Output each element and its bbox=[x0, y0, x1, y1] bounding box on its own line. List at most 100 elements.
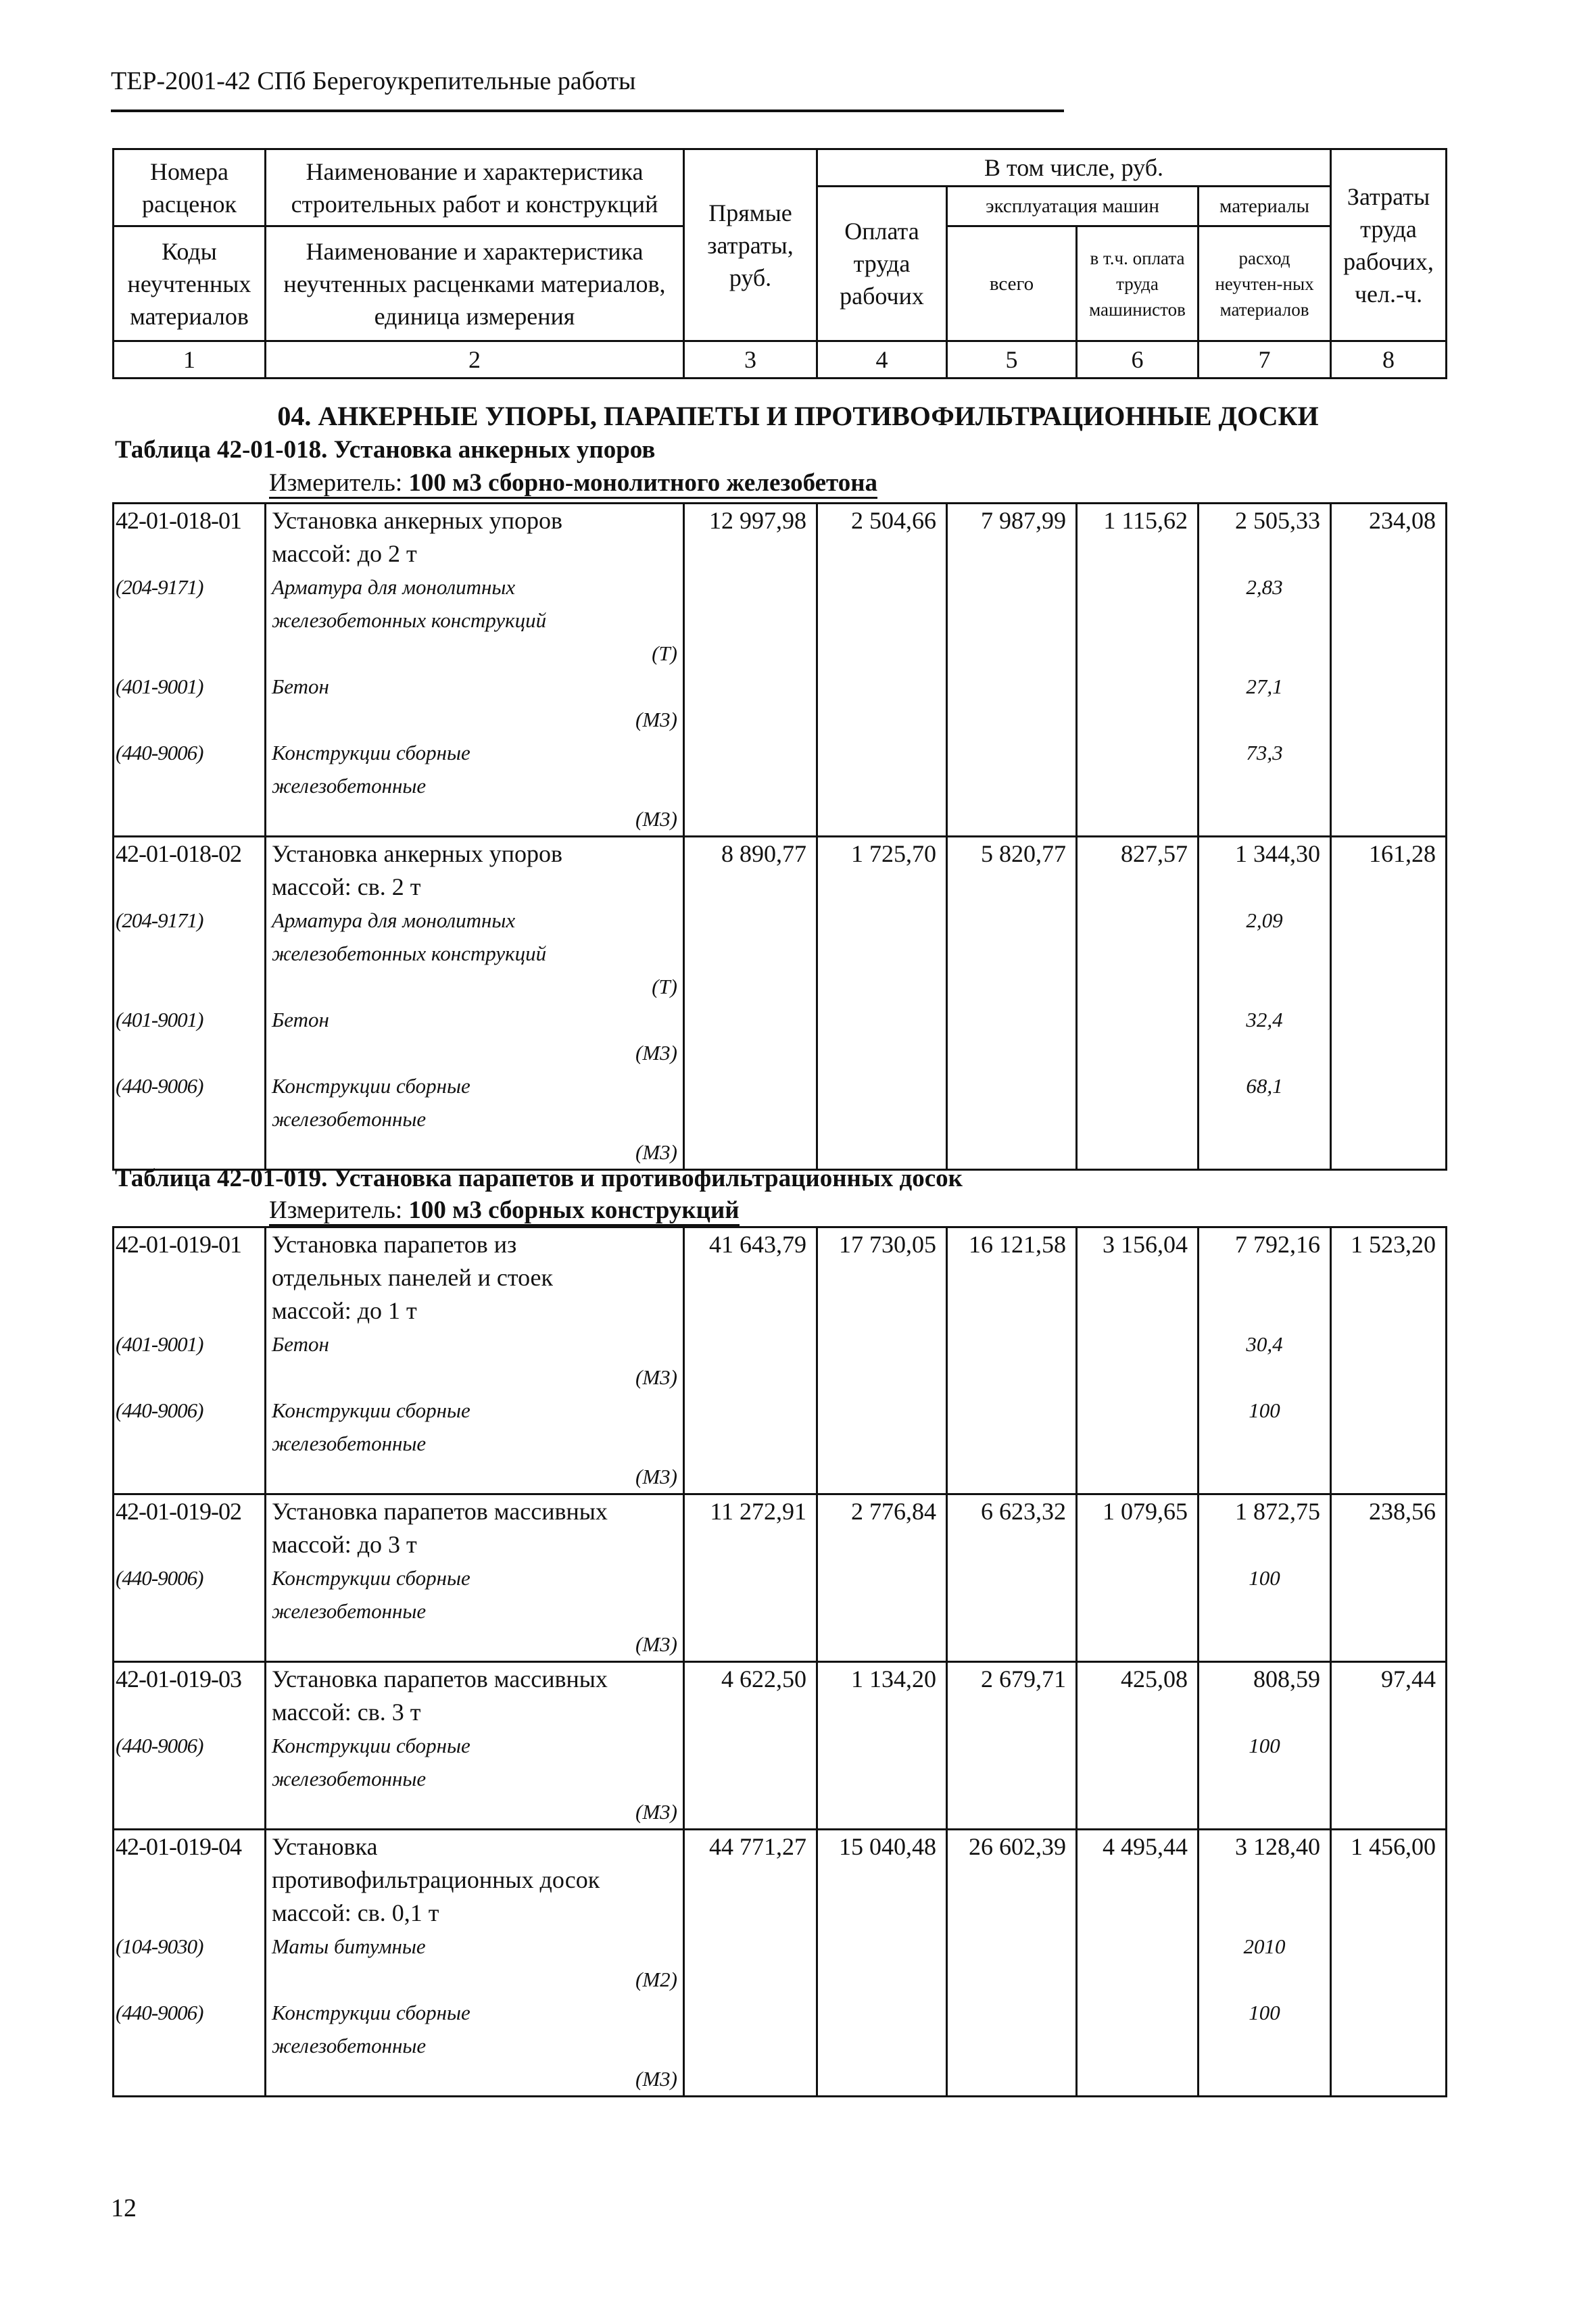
empty-cell bbox=[1075, 637, 1199, 670]
empty-cell bbox=[1330, 2062, 1447, 2097]
empty-cell bbox=[1197, 1136, 1332, 1171]
empty-cell bbox=[683, 1036, 818, 1069]
value-col-5: 5 820,77 bbox=[946, 835, 1078, 871]
empty-cell bbox=[946, 1361, 1078, 1394]
empty-cell bbox=[816, 1528, 948, 1561]
col-number: 2 bbox=[264, 340, 685, 379]
empty-cell bbox=[816, 1427, 948, 1460]
empty-cell bbox=[946, 1930, 1078, 1963]
table-caption: Таблица 42-01-018. Установка анкерных уп… bbox=[115, 435, 655, 464]
rate-row-line: (440-9006) Конструкции сборные 73,3 bbox=[112, 736, 1447, 769]
empty-cell bbox=[1075, 1361, 1199, 1394]
empty-cell bbox=[816, 537, 948, 570]
material-name: железобетонных конструкций bbox=[264, 937, 685, 970]
empty-cell bbox=[1197, 1361, 1332, 1394]
empty-cell bbox=[1330, 1897, 1447, 1930]
rate-row-line: железобетонные bbox=[112, 769, 1447, 802]
empty-cell bbox=[816, 1863, 948, 1897]
empty-cell bbox=[1330, 1594, 1447, 1628]
empty-cell bbox=[816, 769, 948, 802]
empty-cell bbox=[1330, 1996, 1447, 2029]
empty-cell bbox=[1330, 604, 1447, 637]
value-col-3: 44 771,27 bbox=[683, 1828, 818, 1863]
material-name: Конструкции сборные bbox=[264, 1561, 685, 1594]
empty-cell bbox=[1075, 1069, 1199, 1102]
empty-cell bbox=[816, 1762, 948, 1795]
rate-row-line: (440-9006) Конструкции сборные 100 bbox=[112, 1561, 1447, 1594]
material-name: железобетонные bbox=[264, 1427, 685, 1460]
empty-cell bbox=[1075, 1594, 1199, 1628]
value-col-7: 7 792,16 bbox=[1197, 1226, 1332, 1261]
empty-cell bbox=[1330, 1136, 1447, 1171]
empty-cell bbox=[112, 637, 266, 670]
empty-cell bbox=[1075, 1261, 1199, 1294]
rate-name: массой: св. 2 т bbox=[264, 871, 685, 904]
empty-cell bbox=[683, 1897, 818, 1930]
empty-cell bbox=[1330, 871, 1447, 904]
value-col-8: 1 456,00 bbox=[1330, 1828, 1447, 1863]
empty-cell bbox=[683, 1594, 818, 1628]
table-caption-text: Установка парапетов и противофильтрацион… bbox=[327, 1165, 963, 1192]
material-name: железобетонные bbox=[264, 1102, 685, 1136]
empty-cell bbox=[816, 1036, 948, 1069]
empty-cell bbox=[1075, 970, 1199, 1003]
empty-cell bbox=[1330, 1327, 1447, 1361]
material-name: Арматура для монолитных bbox=[264, 904, 685, 937]
empty-cell bbox=[112, 1963, 266, 1996]
rate-row-line: массой: до 2 т bbox=[112, 537, 1447, 570]
value-col-5: 16 121,58 bbox=[946, 1226, 1078, 1261]
empty-cell bbox=[1075, 1561, 1199, 1594]
col2-header-bottom: Наименование и характеристика неучтенных… bbox=[264, 225, 685, 342]
empty-cell bbox=[1075, 1863, 1199, 1897]
rate-row-line: (М3) bbox=[112, 1628, 1447, 1663]
col-number: 8 bbox=[1330, 340, 1448, 379]
empty-cell bbox=[946, 1460, 1078, 1495]
rate-row-line: железобетонные bbox=[112, 1594, 1447, 1628]
empty-cell bbox=[1075, 670, 1199, 703]
empty-cell bbox=[946, 537, 1078, 570]
empty-cell bbox=[946, 570, 1078, 604]
table-measure: Измеритель: 100 м3 сборно-монолитного же… bbox=[269, 470, 878, 499]
empty-cell bbox=[683, 1460, 818, 1495]
material-unit: (М2) bbox=[264, 1963, 685, 1996]
empty-cell bbox=[112, 937, 266, 970]
empty-cell bbox=[816, 570, 948, 604]
empty-cell bbox=[946, 703, 1078, 736]
running-header: ТЕР-2001-42 СПб Берегоукрепительные рабо… bbox=[111, 67, 636, 95]
empty-cell bbox=[1075, 904, 1199, 937]
empty-cell bbox=[816, 937, 948, 970]
empty-cell bbox=[1197, 1795, 1332, 1830]
empty-cell bbox=[1197, 537, 1332, 570]
empty-cell bbox=[112, 970, 266, 1003]
empty-cell bbox=[683, 703, 818, 736]
material-quantity: 100 bbox=[1197, 1561, 1332, 1594]
rate-row-line: (204-9171) Арматура для монолитных 2,83 bbox=[112, 570, 1447, 604]
empty-cell bbox=[1330, 537, 1447, 570]
empty-cell bbox=[1330, 670, 1447, 703]
empty-cell bbox=[112, 1460, 266, 1495]
rate-row-line: массой: св. 0,1 т bbox=[112, 1897, 1447, 1930]
empty-cell bbox=[1075, 1427, 1199, 1460]
empty-cell bbox=[683, 904, 818, 937]
empty-cell bbox=[1197, 871, 1332, 904]
value-col-8: 161,28 bbox=[1330, 835, 1447, 871]
rate-name: массой: до 3 т bbox=[264, 1528, 685, 1561]
empty-cell bbox=[112, 1594, 266, 1628]
rate-row-line: (М3) bbox=[112, 1136, 1447, 1171]
empty-cell bbox=[112, 1795, 266, 1830]
material-name: Конструкции сборные bbox=[264, 1069, 685, 1102]
value-col-7: 2 505,33 bbox=[1197, 502, 1332, 537]
material-name: Бетон bbox=[264, 1327, 685, 1361]
empty-cell bbox=[1075, 1394, 1199, 1427]
empty-cell bbox=[816, 1394, 948, 1427]
materials-header: материалы bbox=[1196, 185, 1332, 227]
empty-cell bbox=[946, 1528, 1078, 1561]
empty-cell bbox=[816, 1996, 948, 2029]
empty-cell bbox=[1330, 1528, 1447, 1561]
col-number: 6 bbox=[1075, 340, 1199, 379]
empty-cell bbox=[683, 1996, 818, 2029]
empty-cell bbox=[1075, 1762, 1199, 1795]
empty-cell bbox=[816, 1795, 948, 1830]
empty-cell bbox=[946, 736, 1078, 769]
empty-cell bbox=[1197, 769, 1332, 802]
